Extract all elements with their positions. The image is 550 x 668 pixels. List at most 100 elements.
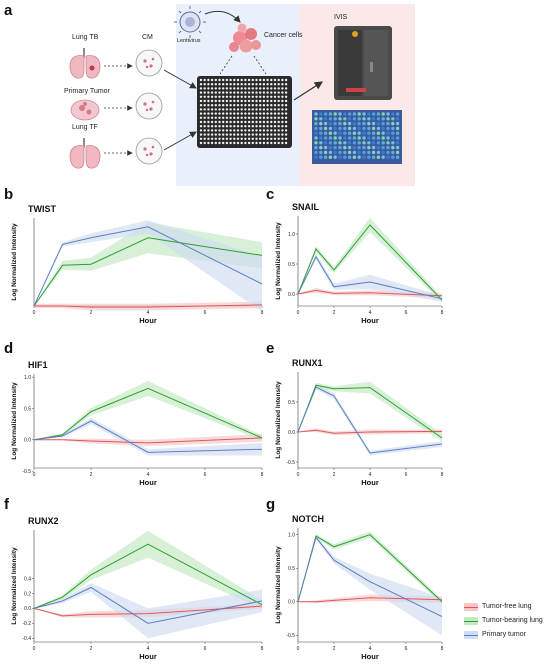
plate-well xyxy=(281,78,284,82)
plate-well xyxy=(210,104,214,107)
ivis-well xyxy=(362,131,366,135)
panel-letter-g: g xyxy=(266,496,276,513)
plate-well xyxy=(273,125,277,128)
y-tick-label-d: -0.5 xyxy=(22,469,31,475)
plate-well xyxy=(270,116,273,120)
plate-well xyxy=(236,133,240,136)
plate-well xyxy=(247,99,251,103)
ivis-well xyxy=(352,141,357,145)
x-tick-label-c: 8 xyxy=(441,310,444,316)
ivis-well xyxy=(381,145,385,150)
plate-well xyxy=(203,112,206,115)
plate-well xyxy=(277,137,280,140)
plate-well xyxy=(266,133,269,136)
band-e-2 xyxy=(298,384,442,456)
plate-well xyxy=(270,108,273,111)
plate-well xyxy=(207,125,210,128)
plate-well xyxy=(229,129,232,132)
plate-well xyxy=(214,83,217,86)
plate-well xyxy=(247,129,251,132)
plate-well xyxy=(199,116,203,120)
plate-well xyxy=(240,104,243,107)
plate-well xyxy=(244,125,247,128)
ivis-well xyxy=(338,131,342,135)
plate-well xyxy=(240,125,243,128)
y-tick-label-c: 0.0 xyxy=(288,292,295,298)
plate-well xyxy=(214,133,217,136)
series-line-g-2 xyxy=(297,536,443,617)
plate-well xyxy=(229,112,232,115)
ivis-well xyxy=(381,112,385,116)
ivis-well xyxy=(391,150,395,155)
ivis-well xyxy=(371,121,376,126)
series-line-e-0 xyxy=(297,429,443,434)
plate-well xyxy=(266,83,269,86)
plate-well xyxy=(251,133,254,136)
plate-well xyxy=(270,112,273,115)
series-line-d-1 xyxy=(33,387,263,441)
series-line-f-2 xyxy=(33,586,263,624)
ivis-well xyxy=(352,150,357,155)
ivis-well xyxy=(395,150,400,155)
plate-well xyxy=(203,104,206,107)
plate-well xyxy=(203,125,206,128)
band-g-2 xyxy=(298,535,442,636)
plate-well xyxy=(247,141,251,145)
plate-well xyxy=(203,87,206,90)
ivis-well xyxy=(319,141,323,145)
plate-well xyxy=(244,104,247,107)
x-axis-label-g: Hour xyxy=(361,652,379,661)
ivis-well xyxy=(376,145,381,150)
plate-well xyxy=(222,120,225,124)
x-tick-label-g: 0 xyxy=(297,646,300,652)
plate-well xyxy=(266,137,269,140)
band-c-1 xyxy=(298,217,442,303)
plate-well xyxy=(270,125,273,128)
plate-well xyxy=(247,95,251,99)
plate-well xyxy=(225,112,229,115)
chart-hif1: HIF1 0 2 4 6 8 -0.5 0.0 0.5 1.0 Hour Log Normalized… xyxy=(11,360,264,487)
plate-well xyxy=(210,95,214,99)
x-tick-label-e: 2 xyxy=(333,472,336,478)
plate-well xyxy=(247,91,251,94)
legend-label-tumor-bearing: Tumor-bearing lung xyxy=(482,617,543,624)
ivis-well xyxy=(362,150,366,155)
plate-well xyxy=(277,104,280,107)
ivis-well xyxy=(395,155,400,159)
ivis-well xyxy=(395,131,400,135)
plate-well xyxy=(199,104,203,107)
ivis-well xyxy=(328,136,333,140)
plate-well xyxy=(277,116,280,120)
plate-well xyxy=(225,78,229,82)
plate-well xyxy=(244,120,247,124)
plate-well xyxy=(199,141,203,145)
plate-well xyxy=(251,141,254,145)
plate-well xyxy=(262,129,266,132)
ivis-well xyxy=(386,131,390,135)
plate-well xyxy=(210,133,214,136)
plate-well xyxy=(207,91,210,94)
plate-well xyxy=(222,78,225,82)
plate-well xyxy=(262,141,266,145)
ivis-well xyxy=(357,155,361,159)
legend-line-red xyxy=(464,606,478,608)
plate-well xyxy=(247,87,251,90)
ivis-well xyxy=(338,145,342,150)
panel-letter-f: f xyxy=(4,496,9,513)
legend-item-tumor-bearing: Tumor-bearing lung xyxy=(462,614,548,628)
plate-well xyxy=(244,133,247,136)
y-axis-label-e: Log Normalized Intensity xyxy=(275,381,282,459)
ivis-well xyxy=(319,117,323,121)
x-axis-label-c: Hour xyxy=(361,316,379,325)
ivis-well xyxy=(343,121,347,126)
plate-well xyxy=(218,133,221,136)
plate-well xyxy=(199,99,203,103)
plate-well xyxy=(266,99,269,103)
x-tick-label-c: 2 xyxy=(333,310,336,316)
ivis-well xyxy=(347,126,352,131)
plate-well xyxy=(255,83,258,86)
x-tick-label-d: 0 xyxy=(33,472,36,478)
plate-well xyxy=(277,108,280,111)
plate-well xyxy=(284,108,288,111)
plate-well xyxy=(225,137,229,140)
